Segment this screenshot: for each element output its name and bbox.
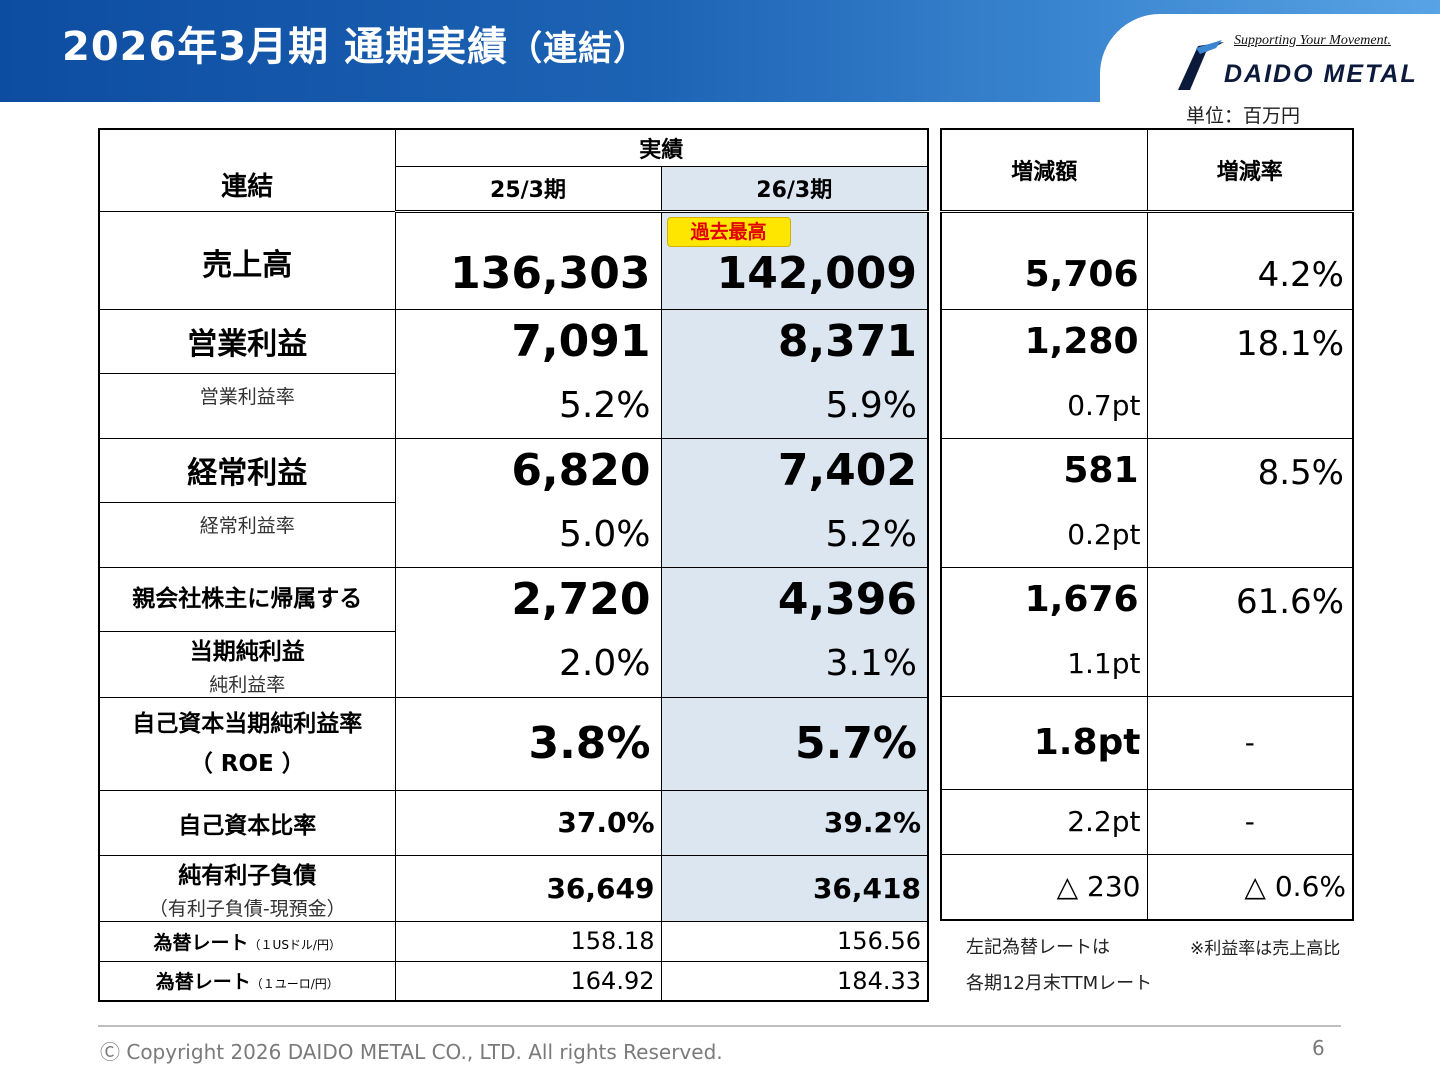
roe-curr: 5.7%: [660, 696, 929, 791]
row-label-roe-line2: （ ROE ）: [189, 750, 305, 777]
ord-margin-diff: 0.2pt: [940, 502, 1148, 568]
roe-prev: 3.8%: [394, 696, 662, 791]
table-row-debt: 純有利子負債 （有利子負債-現預金） 36,649 36,418: [98, 854, 929, 922]
unit-label: 単位：百万円: [1186, 105, 1301, 127]
corner-label: 連結: [98, 128, 396, 212]
net-diff: 1,676: [940, 566, 1148, 631]
equity-diff: 2.2pt: [940, 788, 1148, 855]
row-label-fx-usd: 為替レート（１USドル/円）: [98, 920, 396, 962]
equity-rate: -: [1146, 788, 1354, 855]
sales-curr: 142,009: [716, 247, 918, 299]
logo-panel: [1100, 14, 1440, 114]
group-header: 実績: [394, 128, 929, 167]
table-row-net: 親会社株主に帰属する 2,720 4,396: [98, 566, 929, 632]
debt-diff: △ 230: [940, 853, 1148, 921]
table-row-roe: 自己資本当期純利益率 （ ROE ） 3.8% 5.7%: [98, 696, 929, 791]
table-row-fx-usd: 為替レート（１USドル/円） 158.18 156.56: [98, 920, 929, 962]
ord-prev: 6,820: [394, 437, 662, 502]
col-header-prev: 25/3期: [394, 165, 662, 213]
table-row-sales: 売上高 136,303 過去最高 142,009: [98, 210, 929, 310]
page-number: 6: [1312, 1036, 1325, 1060]
record-high-badge: 過去最高: [666, 216, 791, 247]
fx-usd-prev: 158.18: [394, 920, 662, 962]
row-sublabel-op: 営業利益率: [98, 372, 396, 439]
table-row-op: 営業利益 7,091 8,371: [98, 308, 929, 374]
fx-eur-sublabel: （１ユーロ/円）: [250, 977, 339, 992]
daido-logo-icon: [1178, 40, 1224, 90]
net-margin-diff: 1.1pt: [940, 631, 1148, 697]
copyright-text: Ⓒ Copyright 2026 DAIDO METAL CO., LTD. A…: [100, 1040, 723, 1064]
row-label-roe-line1: 自己資本当期純利益率: [132, 710, 363, 737]
op-margin-diff: 0.7pt: [940, 373, 1148, 439]
row-sublabel-ord: 経常利益率: [98, 501, 396, 568]
fx-usd-sublabel: （１USドル/円）: [248, 937, 341, 952]
sales-prev: 136,303: [394, 210, 662, 310]
net-rate: 61.6%: [1146, 566, 1354, 697]
row-label-equity: 自己資本比率: [98, 789, 396, 856]
sales-diff: 5,706: [940, 210, 1148, 310]
col-header-rate: 増減率: [1146, 128, 1354, 213]
col-header-diff: 増減額: [940, 128, 1148, 213]
results-table: 連結 実績 25/3期 26/3期 売上高 136,303 過去最高 142,0…: [98, 128, 930, 1002]
fx-eur-curr: 184.33: [660, 960, 929, 1002]
fx-rate-note: 左記為替レートは 各期12月末TTMレート: [966, 930, 1152, 1002]
row-label-net-line2: 当期純利益: [189, 638, 305, 665]
table-row-ord: 経常利益 6,820 7,402: [98, 437, 929, 503]
ord-prev-margin: 5.0%: [394, 502, 662, 568]
roe-diff: 1.8pt: [940, 695, 1148, 790]
op-diff: 1,280: [940, 308, 1148, 373]
row-sublabel-net: 純利益率: [209, 673, 286, 696]
row-label-net-line1: 親会社株主に帰属する: [132, 586, 363, 612]
row-label-ord: 経常利益: [98, 437, 396, 503]
net-curr-margin: 3.1%: [660, 631, 929, 698]
fx-rate-note-line2: 各期12月末TTMレート: [966, 973, 1153, 994]
debt-curr: 36,418: [660, 854, 929, 922]
sales-curr-cell: 過去最高 142,009: [660, 210, 929, 310]
fx-usd-label: 為替レート: [153, 931, 249, 954]
table-row-fx-eur: 為替レート（１ユーロ/円） 164.92 184.33: [98, 960, 929, 1002]
net-prev-margin: 2.0%: [394, 631, 662, 698]
change-table: 増減額 増減率 5,706 4.2% 1,280 18.1% 0.7pt 581…: [940, 128, 1354, 921]
ord-curr-margin: 5.2%: [660, 502, 929, 568]
row-label-net: 親会社株主に帰属する: [98, 566, 396, 632]
row-label-fx-eur: 為替レート（１ユーロ/円）: [98, 960, 396, 1002]
ord-diff: 581: [940, 437, 1148, 502]
op-curr-margin: 5.9%: [660, 373, 929, 439]
equity-prev: 37.0%: [394, 789, 662, 856]
row-label-net-cont: 当期純利益 純利益率: [98, 630, 396, 698]
logo-tagline: Supporting Your Movement.: [1234, 33, 1391, 48]
row-label-debt-main: 純有利子負債: [178, 862, 317, 889]
table-row-equity: 自己資本比率 37.0% 39.2%: [98, 789, 929, 856]
fx-usd-curr: 156.56: [660, 920, 929, 962]
op-curr: 8,371: [660, 308, 929, 373]
net-prev: 2,720: [394, 566, 662, 631]
op-rate: 18.1%: [1146, 308, 1354, 439]
sales-rate: 4.2%: [1146, 210, 1354, 310]
debt-rate: △ 0.6%: [1146, 853, 1354, 921]
row-label-roe: 自己資本当期純利益率 （ ROE ）: [98, 696, 396, 791]
col-header-curr: 26/3期: [660, 165, 929, 213]
row-label-op: 営業利益: [98, 308, 396, 374]
op-prev-margin: 5.2%: [394, 373, 662, 439]
fx-rate-note-line1: 左記為替レートは: [966, 937, 1110, 958]
equity-curr: 39.2%: [660, 789, 929, 856]
fx-eur-label: 為替レート: [155, 971, 251, 994]
row-label-debt: 純有利子負債 （有利子負債-現預金）: [98, 854, 396, 922]
page-title-paren: （連結）: [508, 29, 649, 69]
margin-note: ※利益率は売上高比: [1190, 939, 1341, 959]
debt-prev: 36,649: [394, 854, 662, 922]
net-curr: 4,396: [660, 566, 929, 631]
row-label-sales: 売上高: [98, 210, 396, 310]
fx-eur-prev: 164.92: [394, 960, 662, 1002]
ord-curr: 7,402: [660, 437, 929, 502]
row-sublabel-debt: （有利子負債-現預金）: [148, 897, 346, 920]
page-title-text: 2026年3月期 通期実績: [62, 24, 509, 70]
op-prev: 7,091: [394, 308, 662, 373]
ord-rate: 8.5%: [1146, 437, 1354, 568]
page-title: 2026年3月期 通期実績（連結）: [62, 14, 648, 72]
roe-rate: -: [1146, 695, 1354, 790]
footer-divider: [98, 1025, 1341, 1027]
logo-wordmark: DAIDO METAL: [1224, 60, 1418, 88]
